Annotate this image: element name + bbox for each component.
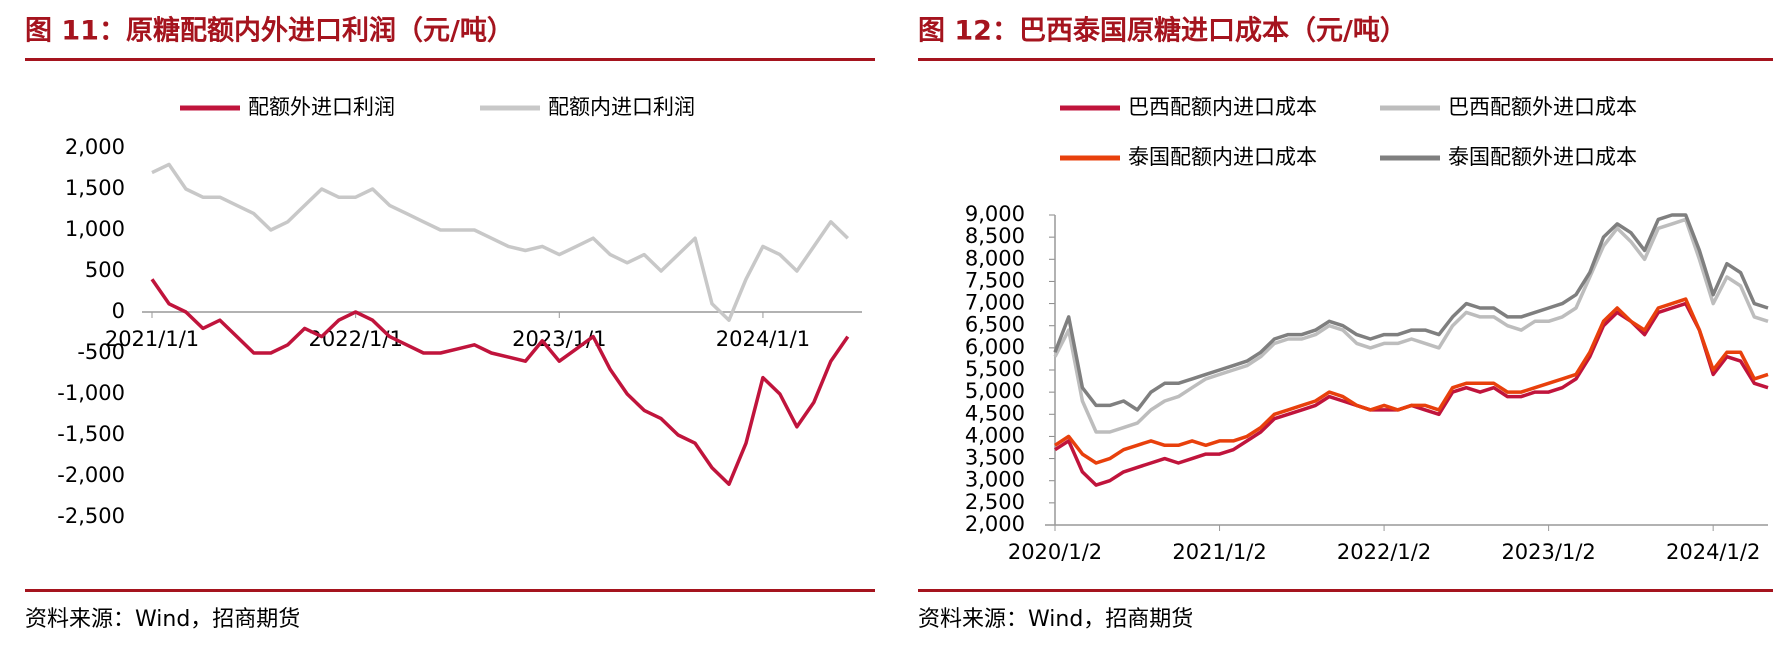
- y-tick-label: 2,500: [965, 490, 1025, 514]
- x-tick-label: 2021/1/2: [1172, 540, 1266, 564]
- source-note: 资料来源：Wind，招商期货: [25, 607, 300, 632]
- y-tick-label: 6,500: [965, 313, 1025, 337]
- y-tick-label: 5,000: [965, 379, 1025, 403]
- series-line: [1054, 297, 1769, 465]
- series-line: [1053, 217, 1769, 434]
- x-tick-label: 2022/1/1: [308, 327, 402, 351]
- y-tick-label: -2,000: [57, 463, 125, 487]
- y-tick-label: 1,500: [65, 176, 125, 200]
- legend-label: 泰国配额外进口成本: [1448, 145, 1637, 169]
- x-tick-label: 2024/1/1: [716, 327, 810, 351]
- x-tick-label: 2022/1/2: [1337, 540, 1431, 564]
- y-tick-label: 5,500: [965, 357, 1025, 381]
- x-tick-label: 2023/1/2: [1501, 540, 1595, 564]
- y-tick-label: 9,000: [965, 202, 1025, 226]
- y-tick-label: 7,000: [965, 291, 1025, 315]
- title-rule: [25, 58, 875, 61]
- y-tick-label: 2,000: [965, 512, 1025, 536]
- x-tick-label: 2020/1/2: [1008, 540, 1102, 564]
- footer-rule: [918, 589, 1773, 592]
- y-tick-label: -1,000: [57, 381, 125, 405]
- y-tick-label: 3,500: [965, 446, 1025, 470]
- series-line: [151, 162, 850, 322]
- y-tick-label: 8,500: [965, 224, 1025, 248]
- legend-label: 泰国配额内进口成本: [1128, 145, 1317, 169]
- x-tick-label: 2021/1/1: [105, 327, 199, 351]
- series-line: [150, 278, 850, 486]
- title-rule: [918, 58, 1773, 61]
- y-tick-label: -500: [77, 340, 125, 364]
- legend-label: 巴西配额内进口成本: [1128, 95, 1317, 119]
- y-tick-label: 2,000: [65, 135, 125, 159]
- y-tick-label: 4,000: [965, 423, 1025, 447]
- chart-title: 图 11：原糖配额内外进口利润（元/吨）: [25, 15, 514, 47]
- legend-label: 配额内进口利润: [548, 95, 695, 119]
- footer-rule: [25, 589, 875, 592]
- y-tick-label: 8,000: [965, 246, 1025, 270]
- chart-title: 图 12：巴西泰国原糖进口成本（元/吨）: [918, 15, 1407, 47]
- y-tick-label: 500: [85, 258, 125, 282]
- y-tick-label: 4,500: [965, 401, 1025, 425]
- y-tick-label: 7,500: [965, 268, 1025, 292]
- y-tick-label: 1,000: [65, 217, 125, 241]
- y-tick-label: 6,000: [965, 335, 1025, 359]
- y-tick-label: -1,500: [57, 422, 125, 446]
- x-tick-label: 2024/1/2: [1666, 540, 1760, 564]
- y-tick-label: 3,000: [965, 468, 1025, 492]
- source-note: 资料来源：Wind，招商期货: [918, 607, 1193, 632]
- legend-label: 巴西配额外进口成本: [1448, 95, 1637, 119]
- legend-label: 配额外进口利润: [248, 95, 395, 119]
- y-tick-label: -2,500: [57, 504, 125, 528]
- series-line: [1053, 213, 1769, 412]
- y-tick-label: 0: [112, 299, 125, 323]
